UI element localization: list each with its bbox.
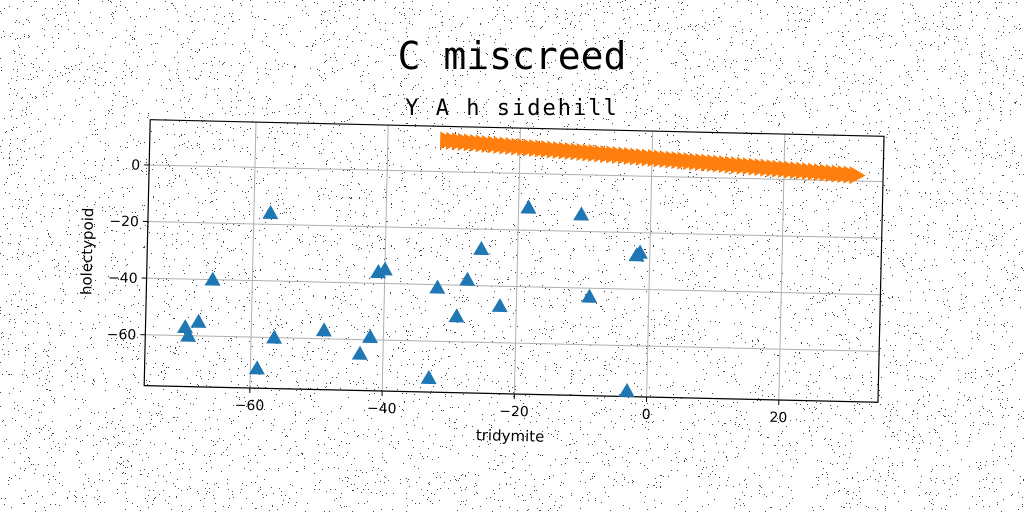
y-tick-label: −20 xyxy=(109,214,139,231)
scatter-point xyxy=(459,271,476,286)
x-tick-label: −40 xyxy=(367,401,397,418)
grid-line-y xyxy=(145,334,880,352)
x-tick-label: −20 xyxy=(499,404,529,421)
scatter-point xyxy=(520,199,537,214)
scatter-point xyxy=(315,322,332,337)
scatter-point xyxy=(266,329,283,344)
scatter-point xyxy=(429,279,446,294)
grid-line-x xyxy=(381,125,389,392)
scatter-point xyxy=(204,271,221,286)
scatter-point xyxy=(362,328,379,344)
scatter-point xyxy=(262,204,279,220)
grid-line-x xyxy=(778,134,786,401)
y-tick-label: −40 xyxy=(108,270,138,287)
scatter-point xyxy=(376,261,393,276)
scatter-point xyxy=(180,327,197,342)
scatter-point xyxy=(190,313,207,328)
grid-line-y xyxy=(147,221,882,239)
chart-title: C miscreed xyxy=(397,34,627,78)
y-tick-label: −60 xyxy=(107,327,137,344)
scatter-point xyxy=(177,319,194,334)
x-tick-label: 20 xyxy=(769,410,787,426)
axis-ticks: −60 −40 −20 0 20 0 −20 −40 −60 xyxy=(107,158,788,427)
x-tick-label: 0 xyxy=(642,407,651,423)
grid-line-x xyxy=(646,131,654,398)
scatter-point xyxy=(448,308,465,323)
scatter-point xyxy=(473,240,490,256)
scatter-point xyxy=(581,288,598,303)
scatter-point xyxy=(248,360,265,375)
scatter-point xyxy=(491,297,508,313)
chart-subtitle: Y A h sidehill xyxy=(405,96,619,121)
grid-line-y xyxy=(149,164,883,183)
scatter-point xyxy=(351,345,368,360)
x-axis-label: tridymite xyxy=(476,426,545,446)
y-axis-label: holectypoid xyxy=(77,207,97,295)
scatter-point xyxy=(631,244,648,259)
plot-frame xyxy=(143,119,885,403)
data-layer xyxy=(177,131,866,398)
scatter-point xyxy=(420,369,437,385)
scatter-point xyxy=(618,382,635,398)
grid xyxy=(145,122,883,401)
grid-line-x xyxy=(513,128,521,395)
grid-line-x xyxy=(249,122,257,389)
scatter-point-orange xyxy=(849,166,866,185)
y-tick-label: 0 xyxy=(131,158,140,174)
x-tick-label: −60 xyxy=(235,398,265,415)
grid-line-y xyxy=(146,277,881,296)
scatter-point xyxy=(573,206,590,221)
